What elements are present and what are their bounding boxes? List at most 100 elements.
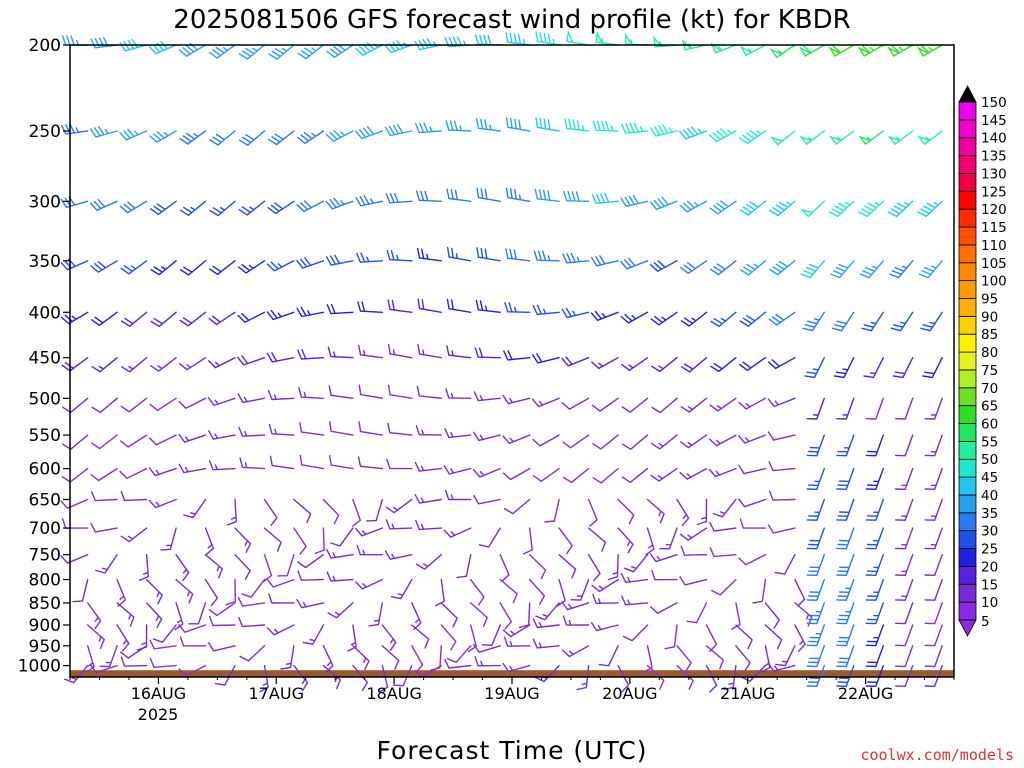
wind-barb: [330, 527, 354, 547]
wind-barb: [381, 624, 397, 651]
wind-barb: [731, 602, 741, 630]
wind-barb: [806, 498, 825, 521]
wind-barb: [296, 257, 325, 269]
credit-text[interactable]: coolwx.com/models: [860, 746, 1014, 764]
wind-barb: [148, 498, 177, 509]
wind-barb: [435, 578, 445, 607]
wind-barb: [865, 554, 884, 576]
wind-barb: [60, 498, 89, 509]
colorbar-segment: [958, 208, 977, 228]
wind-barb: [326, 43, 354, 58]
wind-barb: [922, 357, 943, 379]
wind-barb: [502, 467, 531, 481]
wind-barb: [314, 527, 325, 555]
wind-barb: [385, 519, 413, 530]
wind-barb: [836, 624, 855, 647]
wind-barb: [895, 467, 914, 490]
wind-barb: [241, 578, 266, 598]
y-tick-label: 1000: [18, 657, 61, 677]
wind-barb: [649, 196, 678, 210]
wind-barb: [739, 130, 767, 145]
wind-barb: [836, 397, 855, 420]
wind-barb: [386, 458, 413, 470]
wind-barb: [297, 570, 325, 581]
wind-barb: [895, 554, 914, 576]
wind-barb: [297, 44, 325, 60]
wind-barb: [836, 645, 855, 668]
wind-barb: [705, 664, 718, 693]
wind-barb: [267, 200, 295, 215]
wind-barb: [587, 527, 607, 552]
wind-barb: [924, 664, 943, 687]
wind-barb: [769, 490, 796, 501]
colorbar-label: 125: [981, 184, 1007, 200]
wind-barb: [237, 355, 266, 366]
wind-barb: [504, 498, 531, 515]
wind-barb: [918, 260, 943, 279]
wind-barb: [149, 397, 177, 411]
wind-barb: [266, 309, 295, 321]
wind-barb: [739, 200, 767, 216]
wind-barb: [739, 260, 767, 276]
wind-barb: [709, 521, 737, 532]
wind-barb: [385, 192, 413, 204]
wind-barb: [518, 602, 531, 629]
wind-barb: [505, 248, 531, 262]
wind-barb: [296, 306, 325, 318]
wind-barb: [591, 255, 619, 267]
wind-barb: [561, 356, 590, 367]
wind-barb: [388, 343, 413, 359]
wind-barb: [659, 527, 678, 550]
wind-barb: [387, 384, 413, 399]
wind-barbs: [60, 30, 943, 693]
wind-barb: [590, 310, 619, 321]
wind-barb: [120, 357, 148, 373]
y-tick-label: 200: [29, 36, 61, 56]
colorbar-segment: [958, 315, 977, 335]
colorbar-label: 70: [981, 381, 998, 397]
wind-barb: [836, 434, 855, 457]
colorbar-segment: [958, 190, 977, 210]
wind-barb: [234, 527, 252, 553]
wind-barb: [120, 397, 148, 413]
wind-barb: [384, 40, 413, 54]
wind-barb: [620, 311, 649, 324]
wind-barb: [329, 421, 354, 436]
wind-barb: [368, 602, 383, 627]
wind-barb: [116, 624, 130, 652]
wind-barb: [446, 298, 472, 313]
wind-barb: [299, 422, 325, 436]
wind-barb: [836, 527, 855, 550]
wind-barb: [806, 527, 825, 550]
wind-barb: [592, 120, 619, 132]
wind-barb: [708, 434, 737, 447]
wind-barb: [865, 467, 884, 490]
wind-barb: [327, 602, 354, 619]
wind-barb: [806, 397, 825, 420]
wind-barb: [366, 498, 383, 522]
wind-barb: [895, 578, 914, 601]
wind-barb: [470, 578, 485, 606]
wind-barb: [178, 397, 207, 409]
wind-barb: [474, 347, 501, 359]
wind-barb: [268, 44, 295, 60]
wind-barb: [504, 302, 531, 313]
wind-barb: [119, 128, 148, 141]
wind-barb: [178, 624, 207, 633]
wind-barb: [712, 498, 737, 518]
wind-barb: [767, 431, 796, 441]
y-tick-label: 300: [29, 192, 61, 212]
wind-barb: [532, 467, 560, 482]
wind-barb: [561, 397, 590, 410]
wind-barb: [621, 434, 649, 450]
wind-barb: [446, 188, 472, 202]
chart-title: 2025081506 GFS forecast wind profile (kt…: [173, 5, 850, 35]
wind-barb: [60, 311, 89, 325]
wind-barb: [587, 498, 598, 527]
colorbar-label: 150: [981, 95, 1007, 111]
wind-barb: [456, 554, 472, 579]
wind-barb: [268, 423, 295, 436]
wind-barb: [145, 602, 163, 628]
wind-barb: [710, 357, 737, 373]
colorbar-segment: [958, 101, 977, 121]
